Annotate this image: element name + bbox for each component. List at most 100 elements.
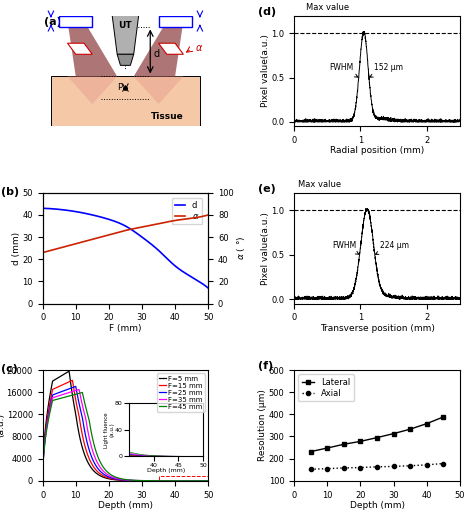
Legend: F=5 mm, F=15 mm, F=25 mm, F=35 mm, F=45 mm: F=5 mm, F=15 mm, F=25 mm, F=35 mm, F=45 … [157,373,205,412]
F=45 mm [212,478,218,484]
Lateral [325,445,330,451]
F=35 mm [142,478,147,484]
F=25 mm [142,478,147,484]
F=25 mm [212,478,218,484]
F=5 mm [170,478,175,484]
Line: F=25 mm: F=25 mm [43,386,215,481]
X-axis label: Depth (mm): Depth (mm) [98,501,153,510]
F=15 mm [40,478,46,484]
Polygon shape [112,16,139,54]
F=45 mm [155,478,161,484]
F=45 mm [118,476,124,482]
Polygon shape [158,16,191,26]
Line: F=45 mm: F=45 mm [43,392,215,481]
X-axis label: Depth (mm): Depth (mm) [349,501,404,510]
Axial [440,461,446,467]
Text: UT: UT [118,21,132,30]
Axial [357,464,363,470]
F=15 mm [155,478,161,484]
Polygon shape [158,43,183,54]
Text: FWHM: FWHM [329,64,358,77]
Text: Max value: Max value [306,3,349,12]
F=5 mm [71,398,76,404]
F=15 mm [118,477,124,483]
Text: d: d [154,49,160,59]
Lateral [440,414,446,420]
Text: (c): (c) [1,364,18,374]
Y-axis label: Resolution (μm): Resolution (μm) [258,389,267,461]
Lateral [357,438,363,445]
Polygon shape [59,16,92,26]
Lateral [341,441,347,447]
Text: FWHM: FWHM [332,241,359,254]
F=35 mm [212,478,218,484]
Text: Max value: Max value [298,180,341,189]
F=25 mm [118,477,124,483]
Axial [374,464,380,470]
F=45 mm [70,392,76,398]
Line: Lateral: Lateral [309,415,445,453]
F=15 mm [71,384,76,390]
Bar [158,476,208,481]
Axial [308,466,314,473]
Text: (a): (a) [44,17,62,26]
Y-axis label: Pixel value(a.u.): Pixel value(a.u.) [261,212,270,284]
F=5 mm [66,368,72,374]
Polygon shape [134,21,183,77]
F=25 mm [73,383,79,389]
F=5 mm [212,478,218,484]
F=25 mm [155,478,161,484]
Line: Axial: Axial [309,462,445,472]
F=5 mm [40,478,46,484]
Text: 224 μm: 224 μm [375,241,409,254]
F=45 mm [170,478,175,484]
Polygon shape [51,77,200,126]
F=15 mm [212,478,218,484]
F=25 mm [40,478,46,484]
Line: F=35 mm: F=35 mm [43,389,215,481]
Y-axis label: Light fluence
(a.u.): Light fluence (a.u.) [0,396,5,455]
Polygon shape [67,21,117,77]
F=15 mm [69,377,75,384]
Y-axis label: d (mm): d (mm) [12,232,21,265]
Lateral [391,431,396,437]
Legend: Lateral, Axial: Lateral, Axial [299,374,354,401]
Axial [407,463,413,469]
Text: (f): (f) [258,361,273,371]
X-axis label: Transverse position (mm): Transverse position (mm) [319,324,435,332]
Lateral [424,420,429,427]
Text: Tissue: Tissue [150,112,183,121]
F=5 mm [118,477,124,483]
Polygon shape [67,77,117,104]
Axial [325,465,330,472]
F=35 mm [155,478,161,484]
Axial [341,465,347,471]
X-axis label: Radial position (mm): Radial position (mm) [330,146,424,156]
Polygon shape [134,77,183,104]
Axial [391,463,396,469]
Text: (e): (e) [258,184,275,194]
Legend: d, $\alpha$: d, $\alpha$ [172,198,202,224]
Text: (b): (b) [1,187,19,197]
Lateral [308,448,314,454]
Y-axis label: Pixel value(a.u.): Pixel value(a.u.) [261,35,270,108]
F=25 mm [170,478,175,484]
Lateral [407,426,413,432]
F=15 mm [84,450,90,457]
F=35 mm [84,424,90,431]
F=45 mm [40,478,46,484]
F=35 mm [70,388,76,394]
Lateral [374,434,380,440]
F=5 mm [84,458,90,464]
F=45 mm [80,389,85,396]
F=35 mm [118,476,124,482]
X-axis label: F (mm): F (mm) [109,324,142,332]
Line: F=5 mm: F=5 mm [43,371,215,481]
Text: (d): (d) [258,7,276,17]
F=35 mm [170,478,175,484]
F=45 mm [142,478,147,484]
F=15 mm [142,478,147,484]
Y-axis label: $\alpha$ ( °): $\alpha$ ( °) [235,236,247,261]
F=35 mm [76,386,82,392]
Line: F=15 mm: F=15 mm [43,381,215,481]
